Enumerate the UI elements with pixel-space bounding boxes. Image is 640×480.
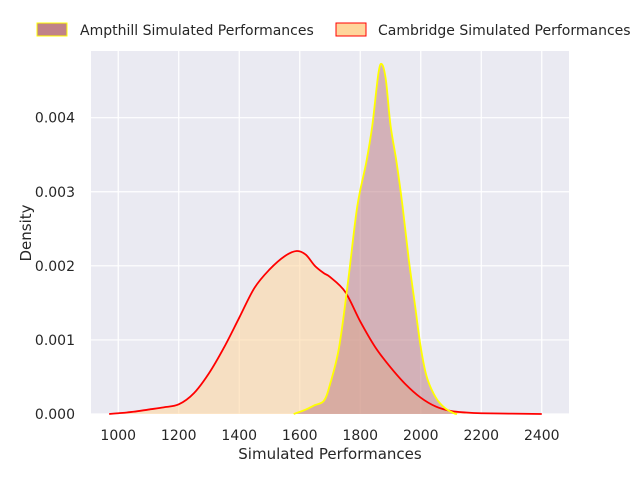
area-ampthill <box>293 63 458 414</box>
area-cambridge <box>109 250 542 414</box>
x-tick-label: 2400 <box>524 428 560 444</box>
series-layer <box>109 62 542 415</box>
legend-swatch-cambridge <box>335 22 367 37</box>
x-tick-label: 1800 <box>342 428 378 444</box>
legend-swatch-ampthill <box>36 22 68 37</box>
legend: Ampthill Simulated Performances Cambridg… <box>36 22 631 39</box>
line-cambridge <box>109 250 542 415</box>
x-tick-label: 2000 <box>403 428 439 444</box>
y-axis-label: Density <box>17 204 35 261</box>
x-axis-label: Simulated Performances <box>238 445 422 463</box>
y-axis-ticks: 0.000 0.001 0.002 0.003 0.004 <box>35 111 75 423</box>
x-tick-label: 1000 <box>100 428 136 444</box>
line-ampthill <box>293 62 458 415</box>
x-tick-label: 2200 <box>463 428 499 444</box>
legend-label-ampthill: Ampthill Simulated Performances <box>80 23 314 39</box>
y-tick-label: 0.002 <box>35 259 75 275</box>
y-tick-label: 0.004 <box>35 111 75 127</box>
legend-label-cambridge: Cambridge Simulated Performances <box>378 23 631 39</box>
x-tick-label: 1200 <box>161 428 197 444</box>
x-tick-label: 1600 <box>282 428 318 444</box>
x-tick-label: 1400 <box>221 428 257 444</box>
y-tick-label: 0.000 <box>35 407 75 423</box>
y-tick-label: 0.003 <box>35 185 75 201</box>
y-tick-label: 0.001 <box>35 333 75 349</box>
x-axis-ticks: 1000 1200 1400 1600 1800 2000 2200 2400 <box>100 428 559 444</box>
